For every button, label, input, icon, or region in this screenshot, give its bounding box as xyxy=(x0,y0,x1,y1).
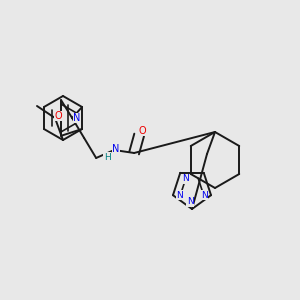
Text: N: N xyxy=(201,191,207,200)
Text: N: N xyxy=(74,113,81,123)
Text: N: N xyxy=(182,174,189,183)
Text: O: O xyxy=(138,126,146,136)
Text: H: H xyxy=(104,152,110,161)
Text: N: N xyxy=(177,191,183,200)
Text: N: N xyxy=(187,197,194,206)
Text: O: O xyxy=(54,111,62,121)
Text: N: N xyxy=(112,144,120,154)
